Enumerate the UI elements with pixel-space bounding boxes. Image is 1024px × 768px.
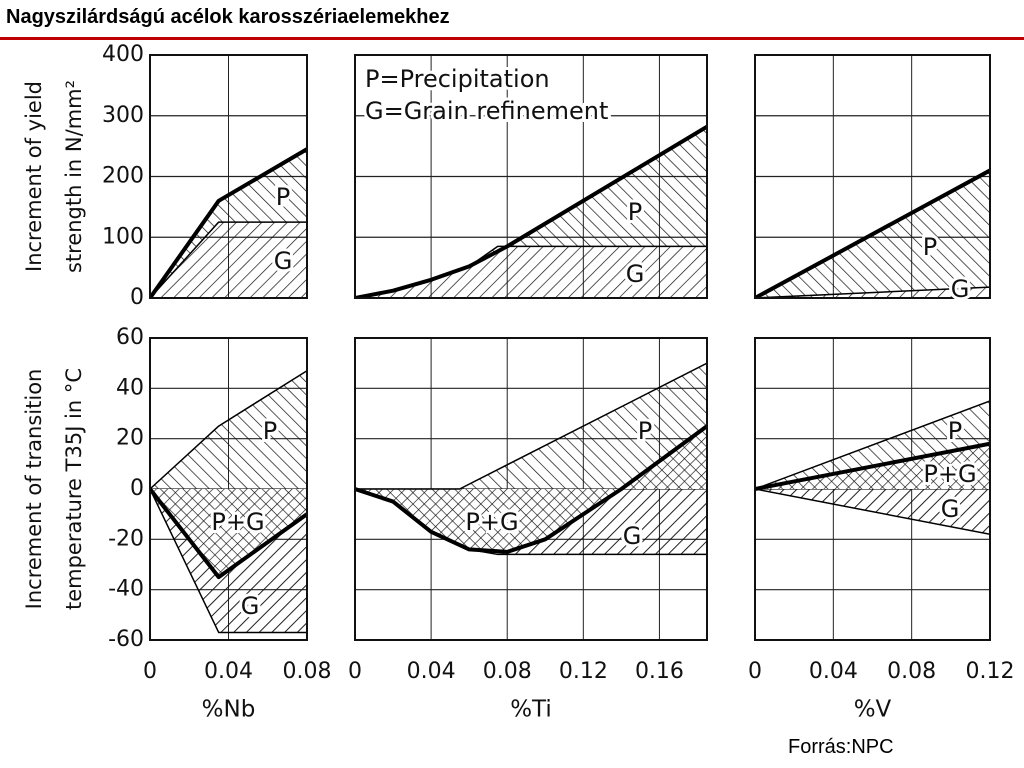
region-label: P+G (465, 508, 518, 536)
series-line (755, 441, 990, 491)
x-tick-label: 0.16 (635, 659, 684, 684)
panel (355, 55, 707, 298)
region-label: P+G (923, 460, 976, 488)
y-tick-label: 40 (116, 375, 144, 400)
legend-note: P=Precipitation (365, 65, 550, 93)
y-tick-label: -60 (108, 627, 144, 652)
x-tick-label: 0.04 (407, 659, 456, 684)
hatched-region (355, 246, 707, 298)
y-tick-label: 100 (102, 224, 144, 249)
region-label: P (923, 233, 937, 261)
crosshatched-region (150, 489, 307, 578)
series-line (355, 488, 707, 556)
hatched-region (150, 222, 307, 298)
panel (355, 338, 707, 640)
series-line (150, 488, 307, 634)
series-line (355, 362, 707, 490)
series-line (355, 245, 707, 298)
panel (755, 55, 990, 298)
region-label: P+G (211, 508, 264, 536)
y-tick-label: -40 (108, 577, 144, 602)
y-tick-label: 0 (130, 476, 144, 501)
region-label: G (623, 522, 642, 550)
y-tick-label: 300 (102, 103, 144, 128)
region-label: P (263, 417, 277, 445)
panel-frame (754, 54, 991, 299)
x-tick-label: 0.08 (887, 659, 936, 684)
panel-frame (754, 337, 991, 641)
y-tick-label: 0 (130, 285, 144, 310)
x-tick-label: 0 (748, 659, 762, 684)
x-tick-label: 0.08 (483, 659, 532, 684)
panel (150, 55, 307, 298)
hatched-region (150, 149, 307, 298)
y-tick-label: 200 (102, 164, 144, 189)
region-label: P (948, 417, 962, 445)
region-label: G (951, 275, 970, 303)
region-label: G (241, 592, 260, 620)
hatched-region (355, 126, 707, 298)
x-tick-label: 0 (348, 659, 362, 684)
region-label: G (941, 495, 960, 523)
series-line (150, 221, 307, 298)
x-tick-label: 0.12 (966, 659, 1015, 684)
y-axis-label: Increment of yield (22, 81, 46, 272)
panel-frame (149, 54, 308, 299)
panel (150, 338, 307, 640)
y-tick-label: 20 (116, 426, 144, 451)
series-line (150, 487, 307, 580)
panel (755, 338, 990, 640)
series-line (755, 286, 990, 298)
y-tick-label: 60 (116, 325, 144, 350)
region-label: P (628, 198, 642, 226)
y-axis-label: strength in N/mm² (62, 80, 86, 273)
series-line (755, 168, 990, 298)
region-label: G (274, 247, 293, 275)
series-line (755, 488, 990, 536)
y-tick-label: -20 (108, 526, 144, 551)
x-axis-label: %Ti (510, 697, 552, 723)
y-axis-label: temperature T35J in °C (62, 368, 86, 610)
y-tick-label: 400 (102, 42, 144, 67)
region-label: P (638, 417, 652, 445)
region-label: G (626, 260, 645, 288)
slide-title: Nagyszilárdságú acélok karosszériaelemek… (6, 6, 450, 28)
x-axis-label: %V (854, 697, 892, 723)
x-tick-label: 0 (143, 659, 157, 684)
x-tick-label: 0.04 (809, 659, 858, 684)
series-line (150, 370, 307, 490)
title-rule (0, 37, 1024, 40)
series-line (755, 400, 990, 490)
legend-note: G=Grain refinement (365, 97, 608, 125)
panel-frame (149, 337, 308, 641)
y-axis-label: Increment of transition (22, 369, 46, 610)
panel-frame (354, 54, 708, 299)
x-tick-label: 0.12 (559, 659, 608, 684)
region-label: P (276, 183, 290, 211)
x-tick-label: 0.04 (204, 659, 253, 684)
series-line (150, 147, 307, 298)
crosshatched-region (355, 426, 707, 552)
x-tick-label: 0.08 (283, 659, 332, 684)
panel-frame (354, 337, 708, 641)
x-axis-label: %Nb (202, 697, 256, 723)
source-note: Forrás:NPC (788, 736, 894, 758)
